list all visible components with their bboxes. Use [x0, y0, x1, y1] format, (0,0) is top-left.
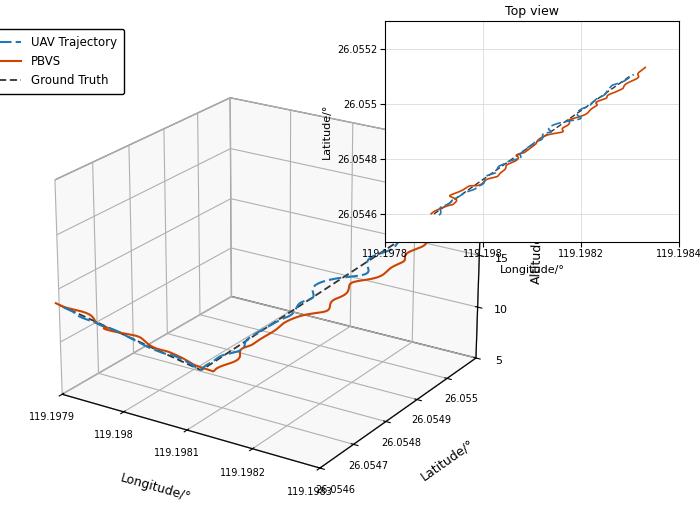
- Title: Top view: Top view: [505, 5, 559, 18]
- X-axis label: Longitude/°: Longitude/°: [119, 471, 192, 504]
- Y-axis label: Latitude/°: Latitude/°: [419, 437, 477, 483]
- X-axis label: Longitude/°: Longitude/°: [500, 265, 564, 275]
- Legend: UAV Trajectory, PBVS, Ground Truth: UAV Trajectory, PBVS, Ground Truth: [0, 29, 124, 94]
- Y-axis label: Latitude/°: Latitude/°: [321, 103, 332, 159]
